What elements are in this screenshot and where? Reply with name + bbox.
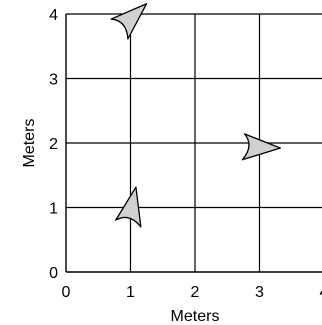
x-axis-label: Meters bbox=[171, 308, 220, 325]
arrowhead-marker bbox=[115, 186, 142, 228]
plot-frame bbox=[65, 14, 322, 273]
x-tick-label: 1 bbox=[126, 284, 135, 301]
x-tick-label: 2 bbox=[191, 284, 200, 301]
y-tick-label: 3 bbox=[49, 72, 58, 89]
arrowhead-marker bbox=[241, 133, 282, 161]
x-axis-ticks: 0 1 2 3 4 bbox=[62, 284, 322, 301]
x-tick-label: 4 bbox=[320, 284, 322, 301]
y-tick-label: 4 bbox=[49, 7, 58, 24]
arrowhead-marker bbox=[110, 3, 148, 40]
y-tick-label: 2 bbox=[49, 136, 58, 153]
x-tick-label: 3 bbox=[255, 284, 264, 301]
y-tick-label: 1 bbox=[49, 201, 58, 218]
y-tick-label: 0 bbox=[49, 265, 58, 282]
x-tick-label: 0 bbox=[62, 284, 71, 301]
y-axis-ticks: 0 1 2 3 4 bbox=[49, 7, 58, 282]
data-markers bbox=[110, 3, 282, 228]
y-axis-label: Meters bbox=[21, 119, 38, 168]
grid-lines bbox=[66, 13, 322, 272]
